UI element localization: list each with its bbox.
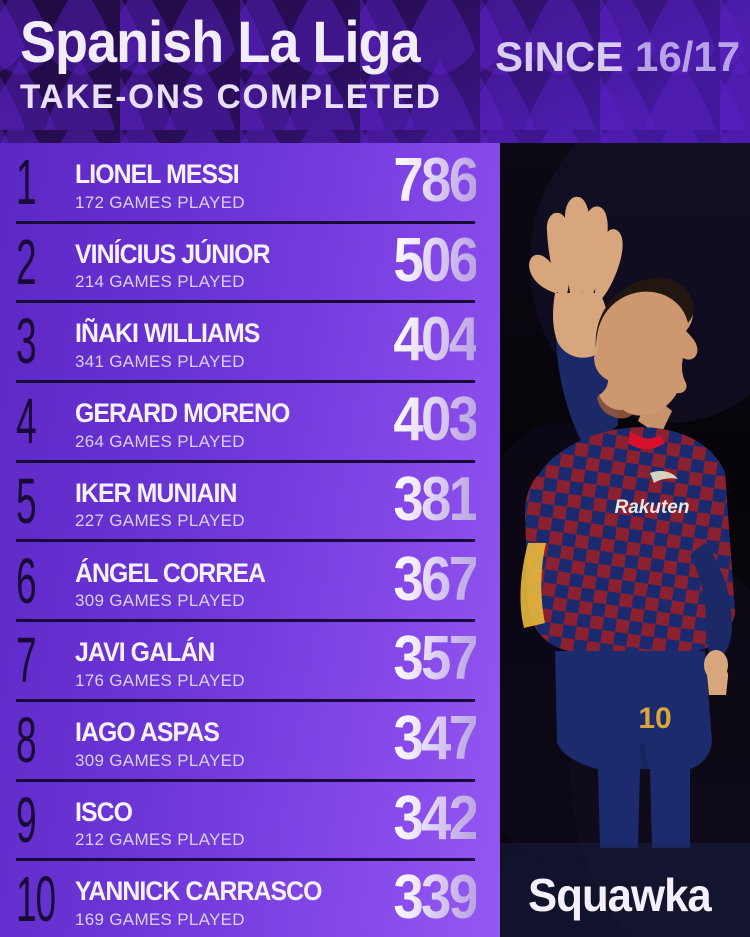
svg-text:10: 10 xyxy=(638,702,671,735)
svg-text:Rakuten: Rakuten xyxy=(615,497,690,518)
